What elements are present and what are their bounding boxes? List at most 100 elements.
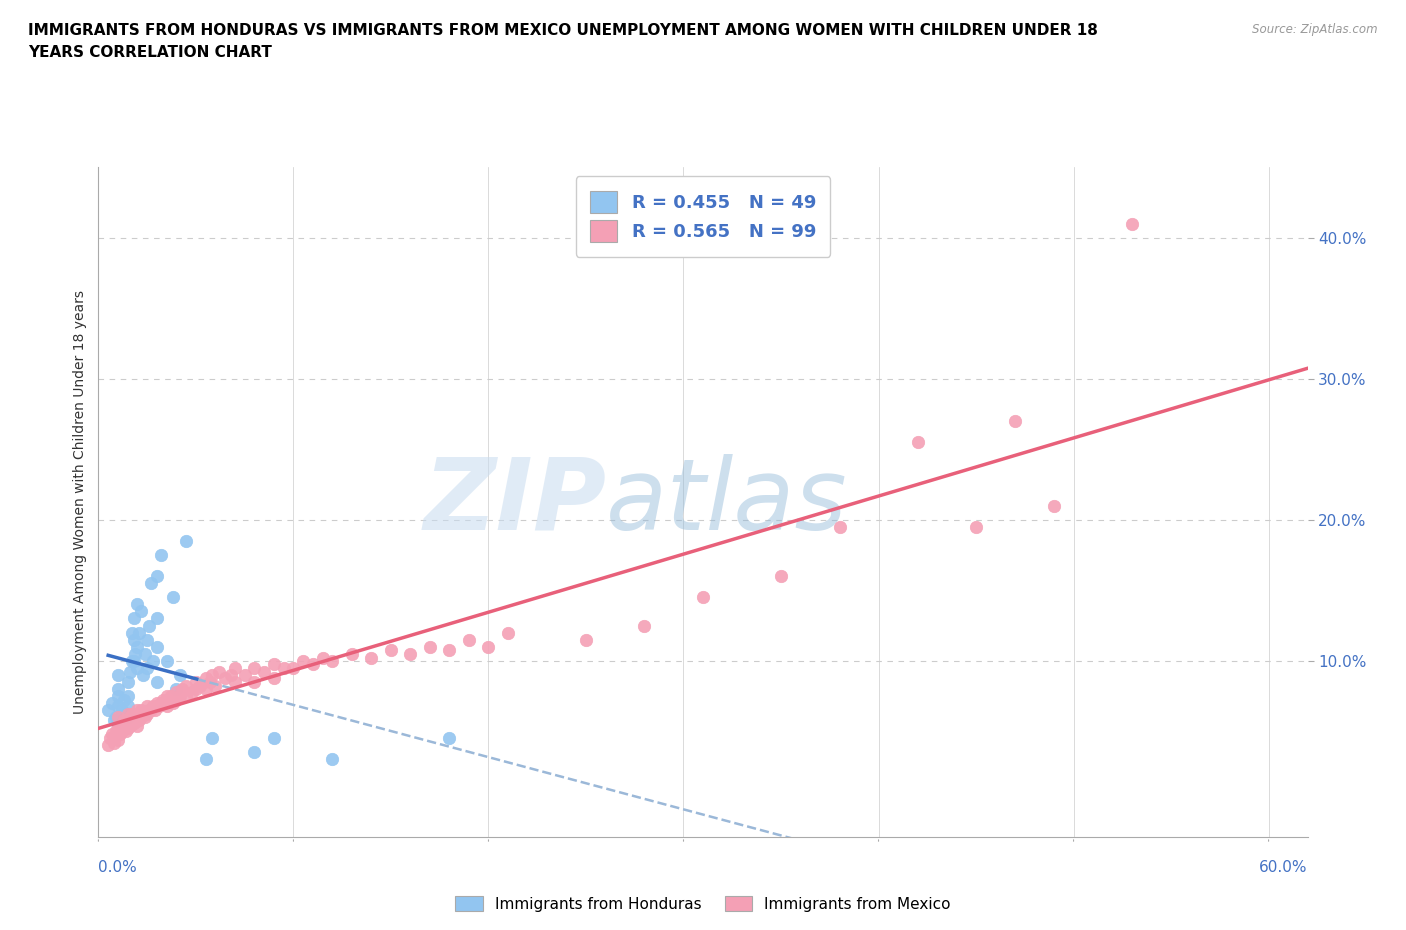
Point xyxy=(419,639,441,654)
Point xyxy=(243,674,266,689)
Point xyxy=(312,650,335,665)
Point xyxy=(112,712,135,727)
Legend: Immigrants from Honduras, Immigrants from Mexico: Immigrants from Honduras, Immigrants fro… xyxy=(449,889,957,918)
Point xyxy=(302,657,325,671)
Point xyxy=(200,731,222,746)
Point xyxy=(321,752,343,767)
Point xyxy=(107,682,129,697)
Point xyxy=(117,698,139,713)
Point xyxy=(127,660,149,675)
Point xyxy=(108,726,131,741)
Point xyxy=(97,737,120,752)
Point xyxy=(263,731,285,746)
Point xyxy=(165,693,187,708)
Point xyxy=(156,698,179,713)
Point xyxy=(121,717,143,732)
Point xyxy=(321,654,343,669)
Point xyxy=(233,668,256,683)
Point xyxy=(127,597,149,612)
Point xyxy=(148,698,170,713)
Point xyxy=(136,660,159,675)
Point xyxy=(174,534,197,549)
Point xyxy=(107,732,129,747)
Point xyxy=(149,696,172,711)
Point xyxy=(107,698,129,713)
Point xyxy=(104,710,127,724)
Point xyxy=(219,668,242,683)
Point xyxy=(117,710,139,724)
Point xyxy=(208,665,231,680)
Point xyxy=(118,665,141,680)
Point xyxy=(162,590,184,604)
Point xyxy=(828,520,851,535)
Point xyxy=(111,717,134,732)
Point xyxy=(198,674,221,689)
Point xyxy=(117,721,139,736)
Point xyxy=(136,632,159,647)
Point xyxy=(131,604,153,618)
Point xyxy=(253,665,276,680)
Text: atlas: atlas xyxy=(606,454,848,551)
Point xyxy=(165,684,187,699)
Point xyxy=(169,688,191,703)
Point xyxy=(136,707,159,722)
Point xyxy=(146,569,169,584)
Point xyxy=(103,712,125,727)
Point xyxy=(174,679,197,694)
Point xyxy=(142,654,165,669)
Point xyxy=(283,660,305,675)
Point xyxy=(114,715,136,730)
Point xyxy=(132,707,155,722)
Point xyxy=(439,731,461,746)
Point xyxy=(146,696,169,711)
Point xyxy=(122,707,145,722)
Point xyxy=(103,735,125,750)
Point xyxy=(117,707,139,722)
Point xyxy=(117,688,139,703)
Point xyxy=(122,654,145,669)
Point xyxy=(1043,498,1066,513)
Point xyxy=(127,718,149,733)
Point xyxy=(134,646,156,661)
Point xyxy=(132,668,155,683)
Point xyxy=(156,654,179,669)
Point xyxy=(142,698,165,713)
Point xyxy=(263,671,285,685)
Point xyxy=(380,642,402,657)
Point xyxy=(458,632,481,647)
Point xyxy=(111,724,134,738)
Point xyxy=(124,646,146,661)
Point xyxy=(184,682,207,697)
Point xyxy=(243,745,266,760)
Point xyxy=(112,693,135,708)
Point xyxy=(907,435,929,450)
Text: Source: ZipAtlas.com: Source: ZipAtlas.com xyxy=(1253,23,1378,36)
Point xyxy=(146,674,169,689)
Point xyxy=(97,703,120,718)
Point xyxy=(477,639,499,654)
Point xyxy=(128,712,150,727)
Point xyxy=(122,611,145,626)
Point xyxy=(124,712,146,727)
Point xyxy=(131,710,153,724)
Point xyxy=(172,682,194,697)
Point xyxy=(117,712,139,727)
Point xyxy=(107,721,129,736)
Point xyxy=(121,654,143,669)
Point xyxy=(224,660,246,675)
Point xyxy=(118,718,141,733)
Point xyxy=(263,657,285,671)
Point xyxy=(965,520,987,535)
Point xyxy=(184,674,207,689)
Point xyxy=(243,660,266,675)
Point xyxy=(107,710,129,724)
Y-axis label: Unemployment Among Women with Children Under 18 years: Unemployment Among Women with Children U… xyxy=(73,290,87,714)
Point xyxy=(134,710,156,724)
Point xyxy=(159,688,181,703)
Point xyxy=(575,632,598,647)
Point xyxy=(136,698,159,713)
Point xyxy=(139,576,162,591)
Point xyxy=(146,611,169,626)
Point xyxy=(273,660,295,675)
Point xyxy=(156,688,179,703)
